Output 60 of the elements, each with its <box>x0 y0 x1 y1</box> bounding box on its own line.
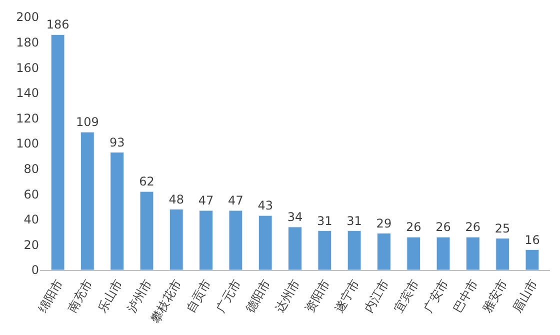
data-label: 62 <box>139 174 154 189</box>
bar <box>50 34 65 270</box>
bar <box>228 210 243 270</box>
x-tick-label: 内江市 <box>362 276 392 316</box>
bar <box>140 191 154 270</box>
data-label: 31 <box>317 214 332 228</box>
data-label: 29 <box>376 216 392 230</box>
x-tick-label: 资阳市 <box>302 276 332 316</box>
x-tick-label: 宜宾市 <box>391 276 422 316</box>
x-tick-label: 巴中市 <box>450 276 481 316</box>
x-tick-label: 达州市 <box>272 276 303 316</box>
bar <box>110 152 124 270</box>
bar <box>377 233 391 270</box>
data-label: 47 <box>228 194 244 208</box>
data-label: 26 <box>465 220 481 234</box>
x-tick-label: 眉山市 <box>510 276 540 316</box>
y-tick-label: 120 <box>16 111 39 126</box>
y-tick-label: 100 <box>16 136 39 151</box>
bar <box>199 210 213 270</box>
bar <box>406 236 421 270</box>
y-tick-label: 180 <box>16 36 39 50</box>
data-label: 47 <box>198 194 214 208</box>
y-tick-label: 20 <box>24 238 39 252</box>
x-tick-label: 广安市 <box>420 276 452 316</box>
bar <box>318 230 332 270</box>
data-label: 34 <box>287 210 303 224</box>
x-tick-label: 德阳市 <box>243 276 274 316</box>
data-label: 93 <box>109 135 125 150</box>
y-tick-label: 60 <box>24 187 39 202</box>
x-tick-label: 雅安市 <box>480 276 510 316</box>
data-label: 43 <box>258 198 273 213</box>
bar <box>436 236 450 270</box>
x-tick-label: 南充市 <box>65 276 96 316</box>
bar <box>525 250 540 270</box>
data-label: 186 <box>46 18 70 32</box>
bar <box>169 209 184 270</box>
y-tick-label: 0 <box>31 263 39 278</box>
bar <box>80 132 94 270</box>
data-label: 31 <box>346 214 362 228</box>
bar <box>466 236 480 270</box>
bar <box>347 230 362 270</box>
data-label: 48 <box>168 192 184 206</box>
bar <box>258 215 272 270</box>
y-tick-label: 40 <box>24 212 39 227</box>
data-label: 25 <box>494 221 510 236</box>
bar <box>496 238 510 270</box>
x-tick-label: 绵阳市 <box>35 276 66 316</box>
y-tick-label: 80 <box>24 162 39 176</box>
x-tick-label: 自贡市 <box>184 276 214 316</box>
data-label: 26 <box>406 220 422 234</box>
data-label: 109 <box>76 115 99 130</box>
x-tick-label: 乐山市 <box>94 276 125 316</box>
y-tick-label: 140 <box>16 86 39 100</box>
y-tick-label: 200 <box>16 10 39 24</box>
x-tick-label: 遂宁市 <box>332 276 362 316</box>
x-tick-label: 广元市 <box>213 276 244 316</box>
bar <box>288 226 302 270</box>
data-label: 16 <box>524 232 540 247</box>
data-label: 26 <box>436 220 451 234</box>
y-tick-label: 160 <box>16 60 39 75</box>
